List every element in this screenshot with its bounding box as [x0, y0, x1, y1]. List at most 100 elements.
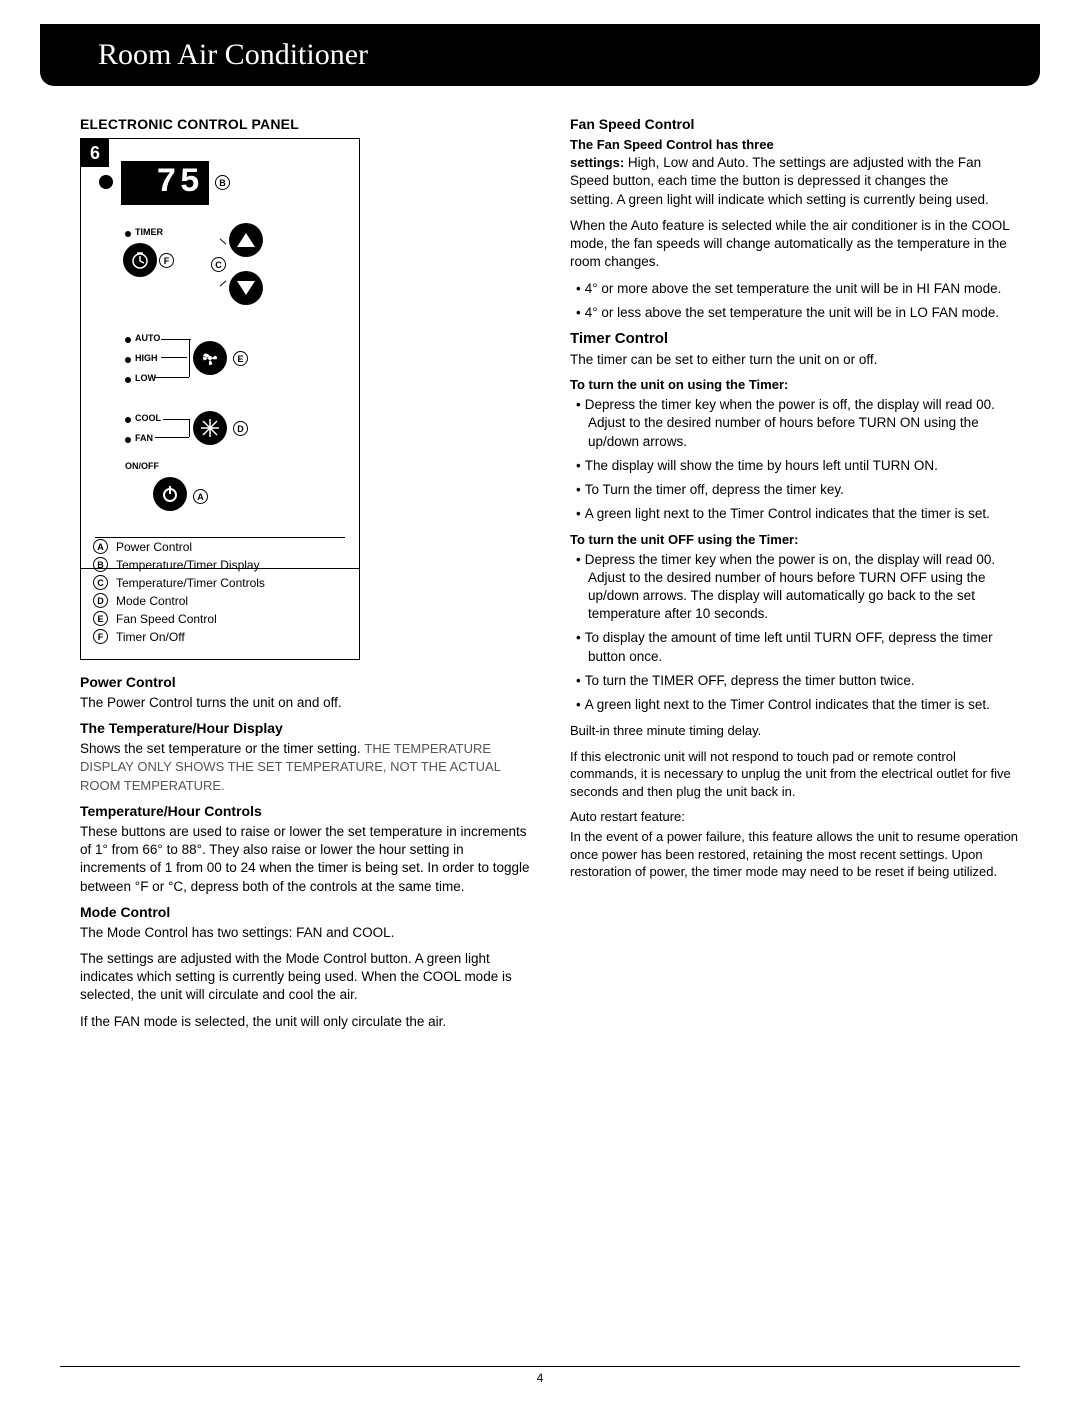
text-auto-restart: In the event of a power failure, this fe… [570, 828, 1020, 881]
callout-b: B [215, 175, 230, 190]
label-fan: FAN [135, 433, 153, 443]
list-item: 4° or more above the set temperature the… [576, 280, 1020, 298]
dot [125, 337, 131, 343]
label-onoff: ON/OFF [125, 461, 159, 471]
label-auto: AUTO [135, 333, 160, 343]
fan-bullets: 4° or more above the set temperature the… [570, 280, 1020, 322]
heading-fan-speed: Fan Speed Control [570, 116, 1020, 132]
timer-on-bullets: Depress the timer key when the power is … [570, 396, 1020, 523]
list-item: To Turn the timer off, depress the timer… [576, 481, 1020, 499]
dot [125, 377, 131, 383]
connector-line [163, 419, 189, 420]
label-high: HIGH [135, 353, 158, 363]
connector-line [189, 339, 190, 377]
dot [125, 231, 131, 237]
legend-row: C Temperature/Timer Controls [93, 575, 347, 590]
legend-key: E [93, 611, 108, 626]
fan-speed-button[interactable] [193, 341, 227, 375]
list-item: To turn the TIMER OFF, depress the timer… [576, 672, 1020, 690]
dot [125, 437, 131, 443]
callout-c: C [211, 257, 226, 272]
callout-e: E [233, 351, 248, 366]
connector-line [161, 357, 187, 358]
text-unplug: If this electronic unit will not respond… [570, 748, 1020, 801]
heading-mode-control: Mode Control [80, 904, 530, 920]
legend-row: F Timer On/Off [93, 629, 347, 644]
fan-icon [199, 347, 221, 369]
snowflake-icon [199, 417, 221, 439]
text-power-control: The Power Control turns the unit on and … [80, 694, 530, 712]
heading-timer-off: To turn the unit OFF using the Timer: [570, 532, 1020, 547]
text-temp-controls: These buttons are used to raise or lower… [80, 823, 530, 896]
text-fan-3: When the Auto feature is selected while … [570, 217, 1020, 272]
text-mode-3: If the FAN mode is selected, the unit wi… [80, 1013, 530, 1031]
control-panel-figure: 6 75 B TIMER F C AUTO [80, 138, 360, 660]
left-column: ELECTRONIC CONTROL PANEL 6 75 B TIMER F … [80, 108, 530, 1039]
page-content: ELECTRONIC CONTROL PANEL 6 75 B TIMER F … [0, 86, 1080, 1039]
text-delay: Built-in three minute timing delay. [570, 722, 1020, 740]
legend-key: D [93, 593, 108, 608]
heading-power-control: Power Control [80, 674, 530, 690]
legend-key: C [93, 575, 108, 590]
list-item: To display the amount of time left until… [576, 629, 1020, 665]
list-item: 4° or less above the set temperature the… [576, 304, 1020, 322]
right-column: Fan Speed Control The Fan Speed Control … [570, 108, 1020, 1039]
callout-a: A [193, 489, 208, 504]
triangle-up-icon [237, 233, 255, 247]
text-mode-1: The Mode Control has two settings: FAN a… [80, 924, 530, 942]
text-fan-2: setting. A green light will indicate whi… [570, 191, 1020, 209]
connector-line [220, 281, 227, 287]
page-footer: 4 [60, 1366, 1020, 1385]
temperature-display: 75 [121, 161, 209, 205]
heading-control-panel: ELECTRONIC CONTROL PANEL [80, 116, 530, 132]
down-button[interactable] [229, 271, 263, 305]
list-item: A green light next to the Timer Control … [576, 505, 1020, 523]
connector-line [220, 239, 227, 245]
dot [125, 357, 131, 363]
power-icon [160, 484, 180, 504]
dot [125, 417, 131, 423]
text-temp-display: Shows the set temperature or the timer s… [80, 740, 530, 795]
text-fan-1: The Fan Speed Control has three [570, 136, 1020, 154]
led-indicator [99, 175, 113, 189]
heading-timer-on: To turn the unit on using the Timer: [570, 377, 1020, 392]
connector-line [155, 437, 189, 438]
header-title: Room Air Conditioner [98, 38, 368, 71]
power-button[interactable] [153, 477, 187, 511]
connector-line [155, 377, 189, 378]
legend-label: Fan Speed Control [116, 612, 217, 626]
timer-button[interactable] [123, 243, 157, 277]
label-timer: TIMER [135, 227, 163, 237]
text-mode-2: The settings are adjusted with the Mode … [80, 950, 530, 1005]
label-cool: COOL [135, 413, 161, 423]
legend-key: F [93, 629, 108, 644]
legend-divider [95, 537, 345, 538]
legend-row: E Fan Speed Control [93, 611, 347, 626]
callout-d: D [233, 421, 248, 436]
figure-number: 6 [81, 139, 109, 167]
heading-temp-display: The Temperature/Hour Display [80, 720, 530, 736]
clock-icon [130, 250, 150, 270]
page-number: 4 [537, 1371, 544, 1385]
list-item: Depress the timer key when the power is … [576, 551, 1020, 624]
connector-line [189, 419, 190, 437]
connector-line [161, 339, 191, 340]
list-item: A green light next to the Timer Control … [576, 696, 1020, 714]
list-item: Depress the timer key when the power is … [576, 396, 1020, 451]
page-header: Room Air Conditioner [40, 24, 1040, 86]
heading-timer-control: Timer Control [570, 330, 1020, 347]
mode-button[interactable] [193, 411, 227, 445]
panel-diagram: 6 75 B TIMER F C AUTO [81, 139, 359, 569]
legend-label: Temperature/Timer Controls [116, 576, 265, 590]
callout-f: F [159, 253, 174, 268]
label-low: LOW [135, 373, 156, 383]
text-fan-1b: settings: High, Low and Auto. The settin… [570, 154, 1020, 190]
list-item: The display will show the time by hours … [576, 457, 1020, 475]
timer-off-bullets: Depress the timer key when the power is … [570, 551, 1020, 715]
text-timer-1: The timer can be set to either turn the … [570, 351, 1020, 369]
legend-label: Mode Control [116, 594, 188, 608]
legend-row: D Mode Control [93, 593, 347, 608]
heading-temp-controls: Temperature/Hour Controls [80, 803, 530, 819]
up-button[interactable] [229, 223, 263, 257]
legend-label: Timer On/Off [116, 630, 185, 644]
